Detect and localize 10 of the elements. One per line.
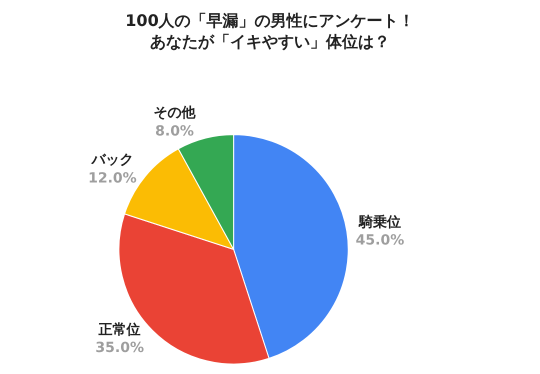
data-label: 35.0% [95, 340, 144, 356]
slice-label: 騎乗位 [358, 213, 401, 230]
data-label: 12.0% [88, 170, 137, 186]
data-label: 8.0% [155, 123, 194, 140]
slice-label: バック [90, 152, 134, 168]
chart-title: 100人の「早漏」の男性にアンケート！ [125, 11, 415, 30]
chart-subtitle: あなたが「イキやすい」体位は？ [150, 32, 390, 51]
slice-label: 正常位 [98, 322, 141, 338]
data-label: 45.0% [356, 232, 404, 249]
slice-label: その他 [154, 105, 197, 122]
